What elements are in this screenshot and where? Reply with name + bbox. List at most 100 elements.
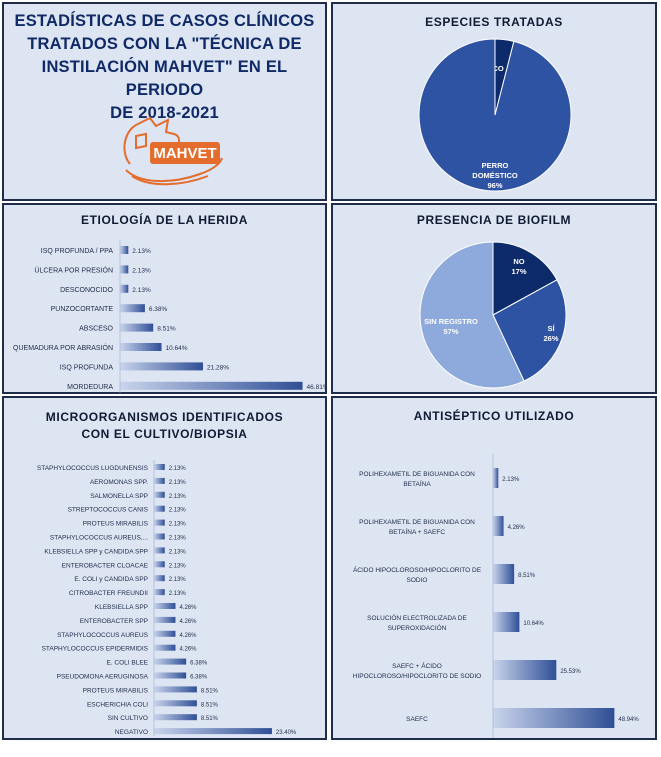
- bar: [493, 708, 615, 728]
- category-label: ENTEROBACTER CLOACAE: [62, 562, 149, 569]
- bar: [154, 547, 165, 554]
- category-label: KLEBSIELLA SPP: [95, 604, 148, 611]
- chart-title-antiseptico: ANTISÉPTICO UTILIZADO: [413, 409, 575, 423]
- bar: [120, 284, 129, 293]
- bar: [120, 343, 162, 351]
- chart-title-etiologia: ETIOLOGÍA DE LA HERIDA: [81, 213, 248, 227]
- category-label: ISQ PROFUNDA: [60, 364, 114, 371]
- chart-title-especies: ESPECIES TRATADAS: [425, 15, 563, 29]
- bar: [154, 561, 165, 568]
- chart-title-micro-line-1: MICROORGANISMOS IDENTIFICADOS: [45, 410, 284, 424]
- bar: [154, 658, 187, 665]
- chart-title-biofilm: PRESENCIA DE BIOFILM: [416, 213, 572, 227]
- bar: [154, 616, 176, 623]
- mahvet-logo: MAHVET: [123, 116, 223, 186]
- category-label: SOLUCIÓN ELECTROLIZADA DE: [367, 613, 467, 622]
- bar: [154, 714, 197, 721]
- data-label: 8.51%: [157, 326, 176, 333]
- data-label: 2.13%: [169, 591, 187, 597]
- bar: [154, 533, 165, 540]
- title-line-1: ESTADÍSTICAS DE CASOS CLÍNICOS: [14, 12, 315, 30]
- bar-chart-microorganismos: STAPHYLOCOCCUS LUGDUNENSIS 2.13% AEROMONAS…: [37, 460, 297, 736]
- bar: [154, 672, 187, 679]
- bar-chart-etiologia: ISQ PROFUNDA / PPA 2.13% ÚLCERA POR PRESIÓ…: [13, 240, 325, 393]
- pie-slice: [419, 241, 525, 389]
- page-title: ESTADÍSTICAS DE CASOS CLÍNICOS TRATADOS …: [10, 10, 319, 125]
- data-label: 8.51%: [518, 573, 536, 579]
- bar: [154, 644, 176, 651]
- logo-badge: [150, 142, 220, 164]
- pie-label: 17%: [511, 267, 526, 276]
- panel-especies: ESPECIES TRATADAS FELINODOMÉSTICO4%PERRO…: [331, 2, 657, 201]
- category-label: E. COLI BLEE: [106, 660, 148, 667]
- panel-biofilm: PRESENCIA DE BIOFILM NO 17% SÍ 26% SIN REGIS…: [331, 203, 657, 394]
- pie-label: SÍ: [547, 324, 555, 333]
- bar: [154, 686, 197, 693]
- data-label: 4.26%: [179, 647, 197, 653]
- category-label: POLIHEXAMETIL DE BIGUANIDA CON: [359, 471, 475, 478]
- bar: [493, 564, 515, 584]
- pie-label: SIN REGISTRO: [424, 317, 478, 326]
- bar: [154, 575, 165, 582]
- bar: [120, 304, 145, 313]
- category-label: AEROMONAS SPP.: [90, 479, 148, 486]
- data-label: 2.13%: [169, 494, 187, 500]
- category-label: ENTEROBACTER SPP: [80, 618, 148, 625]
- title-line-4: DE 2018-2021: [110, 104, 219, 122]
- category-label: ISQ PROFUNDA / PPA: [41, 248, 114, 255]
- panel-antiseptico: ANTISÉPTICO UTILIZADO POLIHEXAMETIL DE B…: [331, 396, 657, 740]
- data-label: 2.13%: [169, 480, 187, 486]
- pie-slice: [418, 38, 572, 192]
- panel-microorganismos: MICROORGANISMOS IDENTIFICADOS CON EL CUL…: [2, 396, 327, 740]
- bar: [154, 603, 176, 609]
- logo-swoosh: [125, 157, 223, 182]
- bar: [493, 468, 499, 488]
- category-label: SALMONELLA SPP: [90, 493, 148, 500]
- bar: [154, 505, 165, 512]
- bar: [493, 660, 557, 680]
- bar: [493, 516, 504, 536]
- logo-text: MAHVET: [153, 145, 216, 162]
- data-label: 4.26%: [179, 619, 197, 625]
- category-label: ÚLCERA POR PRESIÓN: [34, 265, 113, 274]
- data-label: 46.81%: [307, 384, 325, 391]
- bar: [154, 589, 165, 596]
- logo-swoosh-2: [131, 175, 209, 186]
- category-label: SUPEROXIDACIÓN: [388, 623, 447, 632]
- pie-slice: [492, 279, 567, 382]
- category-label: SIN CULTIVO: [108, 715, 148, 722]
- data-label: 8.51%: [201, 716, 219, 722]
- bar: [154, 491, 165, 498]
- category-label: SAEFC: [406, 716, 428, 723]
- category-label: STAPHYLOCOCCUS AUREUS,...: [50, 535, 148, 542]
- data-label: 8.51%: [201, 688, 219, 694]
- category-label: ABSCESO: [79, 326, 113, 333]
- category-label: SAEFC + ÁCIDO: [392, 661, 442, 670]
- bar: [493, 612, 520, 632]
- category-label: PUNZOCORTANTE: [51, 306, 114, 313]
- bar: [154, 700, 197, 707]
- data-label: 2.13%: [132, 267, 151, 274]
- bar: [120, 246, 129, 254]
- bar: [120, 362, 203, 371]
- bar: [120, 265, 129, 274]
- category-label: STAPHYLOCOCCUS AUREUS: [57, 632, 149, 639]
- category-label: ÁCIDO HIPOCLOROSO/HIPOCLORITO DE: [353, 565, 482, 574]
- data-label: 4.26%: [508, 525, 526, 531]
- data-label: 25.53%: [560, 669, 581, 675]
- category-label: PROTEUS MIRABILIS: [83, 687, 149, 694]
- pie-slice: [492, 241, 558, 316]
- title-line-2: TRATADOS CON LA "TÉCNICA DE: [27, 35, 302, 53]
- category-label: QUEMADURA POR ABRASIÓN: [13, 343, 113, 352]
- bar: [154, 519, 165, 526]
- data-label: 6.38%: [190, 675, 208, 681]
- bar: [154, 728, 272, 735]
- category-label: STAPHYLOCOCCUS EPIDERMIDIS: [42, 646, 149, 653]
- pie-label: DOMÉSTICO: [472, 171, 518, 180]
- category-label: CITROBACTER FREUNDII: [69, 590, 148, 597]
- data-label: 2.13%: [169, 508, 187, 514]
- data-label: 2.13%: [169, 549, 187, 555]
- category-label: NEGATIVO: [115, 729, 148, 736]
- panel-etiologia: ETIOLOGÍA DE LA HERIDA ISQ PROFUNDA / PP…: [2, 203, 327, 394]
